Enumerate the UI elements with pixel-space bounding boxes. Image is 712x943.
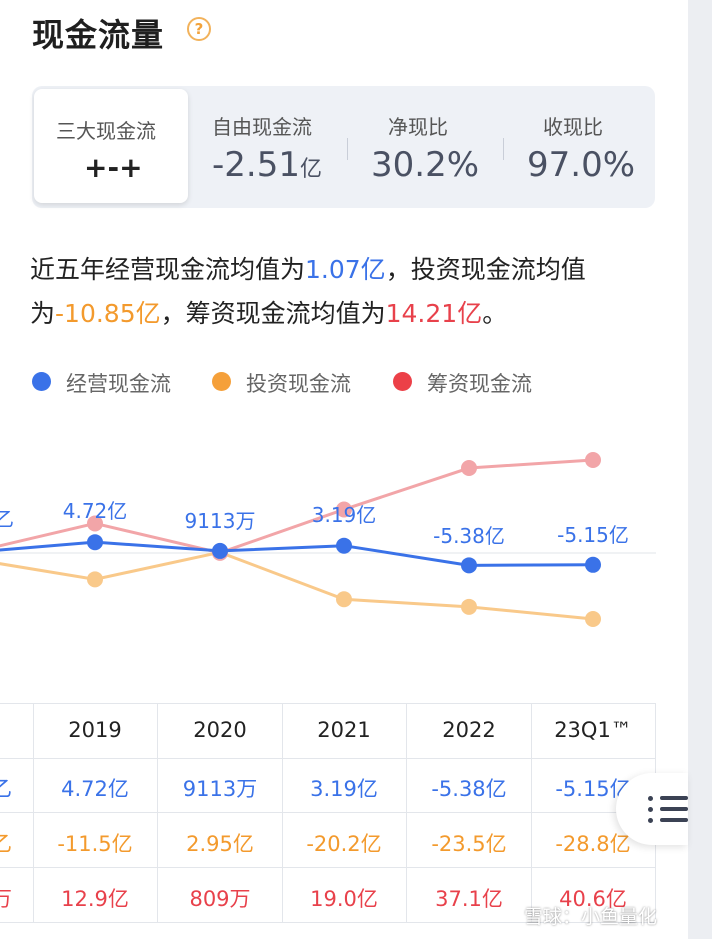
- table-divider: [0, 812, 656, 813]
- table-cell: 2.95亿: [186, 832, 254, 856]
- watermark: 雪球：小鱼量化: [524, 906, 658, 928]
- metric-divider: [347, 138, 348, 160]
- table-cell: 40.6亿: [559, 887, 627, 911]
- legend-dot: [32, 372, 51, 391]
- cash-flow-summary: 近五年经营现金流均值为1.07亿，投资现金流均值为-10.85亿，筹资现金流均值…: [30, 255, 586, 328]
- data-point[interactable]: [87, 515, 103, 532]
- free-cash-flow-value: -2.51亿: [212, 145, 322, 185]
- revenue-cash-ratio-label: 收现比: [543, 115, 603, 139]
- data-point[interactable]: [212, 542, 228, 559]
- table-header-cell: 2021: [317, 718, 371, 742]
- table-header-cell: 23Q1™: [554, 718, 632, 742]
- net-cash-ratio-label: 净现比: [388, 115, 448, 139]
- table-cell: -11.5亿: [57, 832, 133, 856]
- table-cell: 37.1亿: [435, 887, 503, 911]
- data-label: 4.72亿: [63, 499, 128, 523]
- table-header-cell: 2020: [193, 718, 247, 742]
- data-label: -5.38亿: [433, 524, 505, 548]
- table-cell: 4.72亿: [61, 777, 129, 801]
- table-cell: -5.38亿: [431, 777, 507, 801]
- cash-flow-line-chart: 乙 4.72亿 9113万 3.19亿 -5.38亿 -5.15亿: [0, 452, 656, 627]
- legend-label: 筹资现金流: [427, 372, 532, 396]
- data-point[interactable]: [461, 598, 477, 615]
- free-cash-flow-label: 自由现金流: [212, 115, 312, 139]
- metrics-panel: 三大现金流 +-+: [32, 86, 655, 208]
- table-divider: [0, 703, 656, 704]
- data-point[interactable]: [87, 534, 103, 551]
- table-cell: -20.2亿: [306, 832, 382, 856]
- table-cell: 9113万: [182, 777, 258, 801]
- table-divider: [0, 867, 656, 868]
- table-divider: [282, 703, 283, 923]
- table-divider: [0, 922, 656, 923]
- cash-flow-table: 2019 2020 2021 2022 23Q1™ 4.72亿 9113万 3.19亿 -5.3…: [0, 703, 656, 943]
- metric-divider: [503, 138, 504, 160]
- legend-label: 投资现金流: [246, 372, 351, 396]
- table-divider: [33, 703, 34, 923]
- series-line: [0, 458, 594, 555]
- free-cash-flow-unit: 亿: [299, 157, 322, 182]
- data-point[interactable]: [336, 591, 352, 608]
- data-point[interactable]: [585, 556, 601, 573]
- legend-label: 经营现金流: [66, 372, 171, 396]
- menu-button[interactable]: [616, 773, 688, 845]
- data-label: 3.19亿: [312, 503, 377, 527]
- data-point[interactable]: [585, 610, 601, 627]
- data-point[interactable]: [87, 571, 103, 588]
- data-label-cut: 乙: [0, 507, 14, 531]
- table-cell: 19.0亿: [310, 887, 378, 911]
- three-flows-value: +-+: [84, 151, 143, 184]
- table-header-cell: 2019: [68, 718, 122, 742]
- table-cell-cut: 乙: [0, 777, 12, 801]
- data-point[interactable]: [461, 460, 477, 477]
- series-line: [0, 550, 594, 621]
- data-point[interactable]: [461, 557, 477, 574]
- right-edge-panel: [688, 0, 712, 939]
- data-point[interactable]: [336, 537, 352, 554]
- revenue-cash-ratio-value: 97.0%: [527, 145, 636, 185]
- table-divider: [0, 758, 656, 759]
- table-divider: [406, 703, 407, 923]
- data-label: -5.15亿: [557, 523, 629, 547]
- table-cell: -23.5亿: [431, 832, 507, 856]
- table-cell: -28.8亿: [555, 832, 631, 856]
- help-icon[interactable]: ?: [187, 17, 211, 41]
- legend-dot: [393, 372, 412, 391]
- table-divider: [157, 703, 158, 923]
- series-line: [0, 540, 594, 567]
- table-cell: 12.9亿: [61, 887, 129, 911]
- table-header-cell: 2022: [442, 718, 496, 742]
- legend-dot: [212, 372, 231, 391]
- table-divider: [531, 703, 532, 923]
- net-cash-ratio-value: 30.2%: [371, 145, 480, 185]
- data-point[interactable]: [585, 452, 601, 468]
- table-cell: 809万: [189, 887, 251, 911]
- three-flows-tab[interactable]: 三大现金流 +-+: [34, 89, 188, 203]
- data-label: 9113万: [185, 509, 256, 533]
- table-cell-cut: 万: [0, 887, 12, 911]
- table-cell-cut: 乙: [0, 832, 12, 856]
- three-flows-label: 三大现金流: [56, 119, 156, 143]
- table-cell: 3.19亿: [310, 777, 378, 801]
- page-title: 现金流量: [32, 16, 165, 54]
- data-point[interactable]: [336, 501, 352, 518]
